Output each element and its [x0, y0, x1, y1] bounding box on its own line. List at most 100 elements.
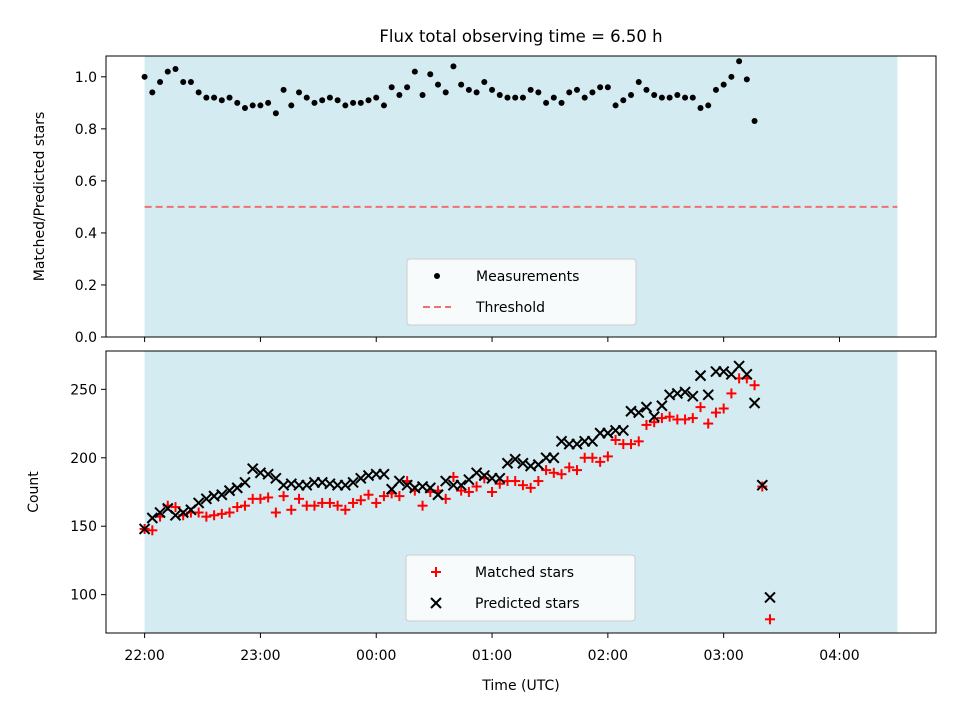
matched-star-point [664, 411, 675, 422]
matched-star-point [255, 493, 266, 504]
matched-star-point [378, 491, 389, 502]
measurement-point [628, 92, 635, 99]
measurement-point [427, 71, 434, 78]
matched-star-point [602, 451, 613, 462]
x-b [656, 400, 668, 412]
measurement-point [496, 92, 503, 99]
predicted-star-point [216, 489, 228, 501]
x-tick-label: 02:00 [588, 648, 628, 664]
x-b [764, 591, 776, 604]
x-b [223, 484, 236, 497]
measurement-point [705, 102, 712, 109]
measurement-point [280, 86, 287, 93]
measurement-point [350, 99, 357, 106]
measurement-point [357, 99, 364, 106]
ratio-panel: 0.0 0.2 0.4 0.6 0.8 1.0 Matched/Predicted sta… [32, 55, 937, 346]
x-b [208, 490, 220, 502]
x-tick-label: 00:00 [356, 648, 396, 664]
predicted-star-point [679, 386, 691, 398]
predicted-star-point [648, 411, 660, 423]
measurement-point [334, 97, 341, 104]
measurement-point [342, 102, 349, 109]
predicted-star-point [501, 457, 514, 469]
legend-top: Measurements Threshold [406, 258, 637, 326]
legend-label: Matched stars [475, 565, 574, 581]
predicted-star-point [702, 389, 714, 401]
matched-star-point [595, 456, 606, 467]
measurement-point [373, 94, 380, 101]
measurement-point [558, 99, 565, 106]
x-b [524, 460, 537, 472]
predicted-star-point [177, 506, 189, 519]
y-tick-label: 0.0 [75, 330, 97, 346]
x-axis-bottom: 22:00 23:00 00:00 01:00 02:00 03:00 04:00 [124, 633, 860, 664]
predicted-star-point [555, 435, 568, 448]
measurement-point [504, 94, 511, 101]
legend-label: Threshold [475, 300, 545, 316]
measurement-point [465, 86, 472, 93]
x-tick-label: 23:00 [240, 648, 280, 664]
predicted-star-point [223, 484, 236, 497]
x-b [393, 475, 406, 487]
matched-star-point [633, 436, 644, 447]
x-b [162, 502, 174, 515]
measurement-point [658, 94, 665, 101]
y-tick-label: 1.0 [75, 70, 97, 86]
predicted-star-point [764, 591, 776, 604]
x-b [362, 469, 375, 482]
x-b [277, 479, 290, 491]
x-b [177, 506, 189, 519]
predicted-star-point [169, 509, 182, 521]
x-tick-label: 03:00 [703, 648, 743, 664]
measurement-point [203, 94, 210, 101]
matched-star-point [703, 418, 714, 429]
measurement-point [620, 97, 627, 104]
measurement-point [157, 79, 164, 86]
measurement-point [411, 68, 418, 75]
matched-star-point [363, 489, 374, 500]
predicted-star-point [146, 512, 159, 524]
measurement-point [180, 79, 187, 86]
matched-star-point [548, 467, 559, 478]
matched-star-point [193, 507, 204, 518]
predicted-star-point [239, 476, 251, 489]
x-b [702, 389, 714, 401]
measurement-point [689, 94, 696, 101]
predicted-star-point [231, 482, 243, 494]
x-tick-label: 04:00 [819, 648, 859, 664]
matched-star-point [294, 493, 305, 504]
x-b [694, 369, 707, 382]
x-b [424, 482, 436, 494]
x-b [478, 469, 491, 482]
x-b [633, 406, 645, 419]
x-b [717, 365, 730, 378]
x-ticks-top [144, 337, 840, 342]
y-tick-label: 0.8 [75, 122, 97, 138]
matched-star-point [278, 491, 289, 502]
measurement-point [458, 81, 465, 88]
predicted-star-point [262, 468, 274, 480]
x-b [517, 457, 529, 469]
x-b [262, 468, 274, 480]
measurement-point [682, 94, 689, 101]
measurement-point [404, 84, 411, 91]
predicted-star-point [393, 475, 406, 487]
predicted-star-point [656, 400, 668, 412]
measurement-point [566, 89, 573, 96]
measurement-point [519, 94, 526, 101]
predicted-star-point [455, 479, 467, 491]
predicted-star-point [355, 472, 367, 485]
matched-star-point [525, 482, 536, 493]
matched-star-point [147, 525, 158, 536]
legend-label: Predicted stars [475, 596, 580, 612]
predicted-star-point [571, 438, 583, 450]
matched-star-point [687, 413, 698, 424]
measurement-point [226, 94, 233, 101]
measurement-point [388, 84, 395, 91]
matched-star-point [394, 491, 405, 502]
y-tick-label: 250 [70, 382, 97, 398]
x-b [432, 489, 444, 501]
measurement-point [736, 58, 743, 65]
measurement-point [612, 102, 619, 109]
matched-star-point [749, 380, 760, 391]
